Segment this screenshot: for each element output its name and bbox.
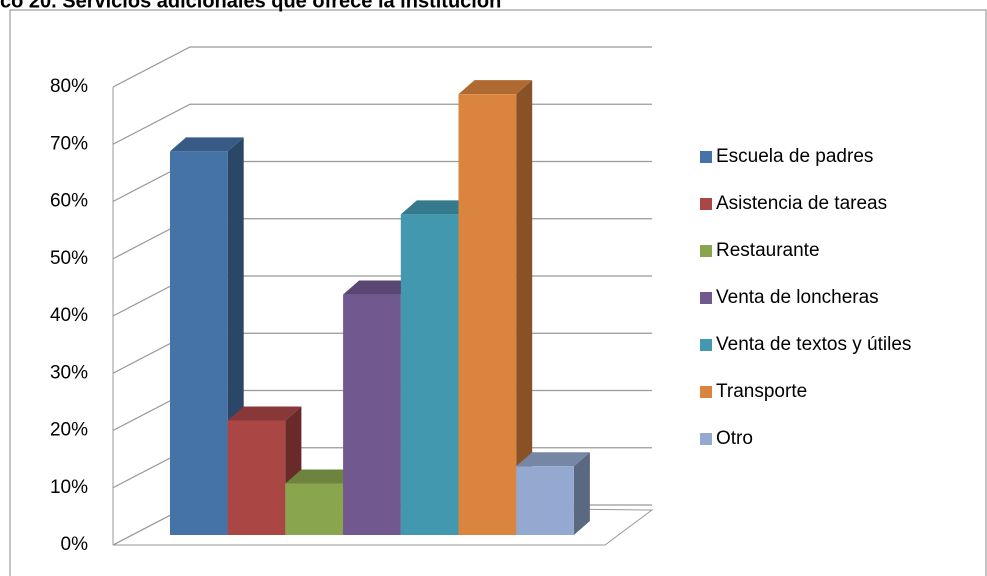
- grid-line: [112, 46, 652, 88]
- legend-swatch: [700, 292, 712, 304]
- y-tick-label: 20%: [50, 420, 88, 441]
- legend-swatch: [700, 339, 712, 351]
- y-tick-label: 10%: [50, 477, 88, 498]
- y-tick-label: 60%: [50, 191, 88, 212]
- bar: [285, 483, 344, 535]
- legend-label: Venta de textos y útiles: [716, 334, 911, 355]
- bar-top: [400, 200, 475, 215]
- bar-top: [516, 452, 590, 467]
- bar-side: [516, 80, 533, 536]
- legend-label: Venta de loncheras: [716, 287, 879, 308]
- bar: [227, 420, 286, 535]
- legend-swatch: [700, 151, 712, 163]
- bar-side: [573, 452, 590, 535]
- bar: [516, 466, 574, 535]
- legend-label: Restaurante: [716, 240, 820, 261]
- bar: [343, 294, 401, 535]
- legend-swatch: [700, 433, 712, 445]
- y-tick-label: 80%: [50, 76, 88, 97]
- bar: [458, 94, 517, 536]
- legend-label: Otro: [716, 428, 753, 449]
- bar: [400, 214, 459, 535]
- bar-top: [285, 469, 360, 484]
- bar-top: [458, 80, 533, 95]
- legend-swatch: [700, 386, 712, 398]
- bar: [170, 151, 228, 536]
- bar-top: [227, 406, 302, 421]
- chart-frame: [9, 9, 987, 576]
- chart-title: co 20. Servicios adicionales que ofrece …: [0, 0, 501, 12]
- y-tick-label: 70%: [50, 133, 88, 154]
- legend-label: Transporte: [716, 381, 807, 402]
- y-tick-label: 30%: [50, 362, 88, 383]
- bar-top: [170, 137, 244, 152]
- y-tick-label: 40%: [50, 305, 88, 326]
- bar-top: [343, 280, 417, 295]
- y-tick-label: 0%: [61, 534, 89, 555]
- legend-label: Asistencia de tareas: [716, 193, 887, 214]
- legend-label: Escuela de padres: [716, 146, 873, 167]
- y-tick-label: 50%: [50, 248, 88, 269]
- legend-swatch: [700, 198, 712, 210]
- legend-swatch: [700, 245, 712, 257]
